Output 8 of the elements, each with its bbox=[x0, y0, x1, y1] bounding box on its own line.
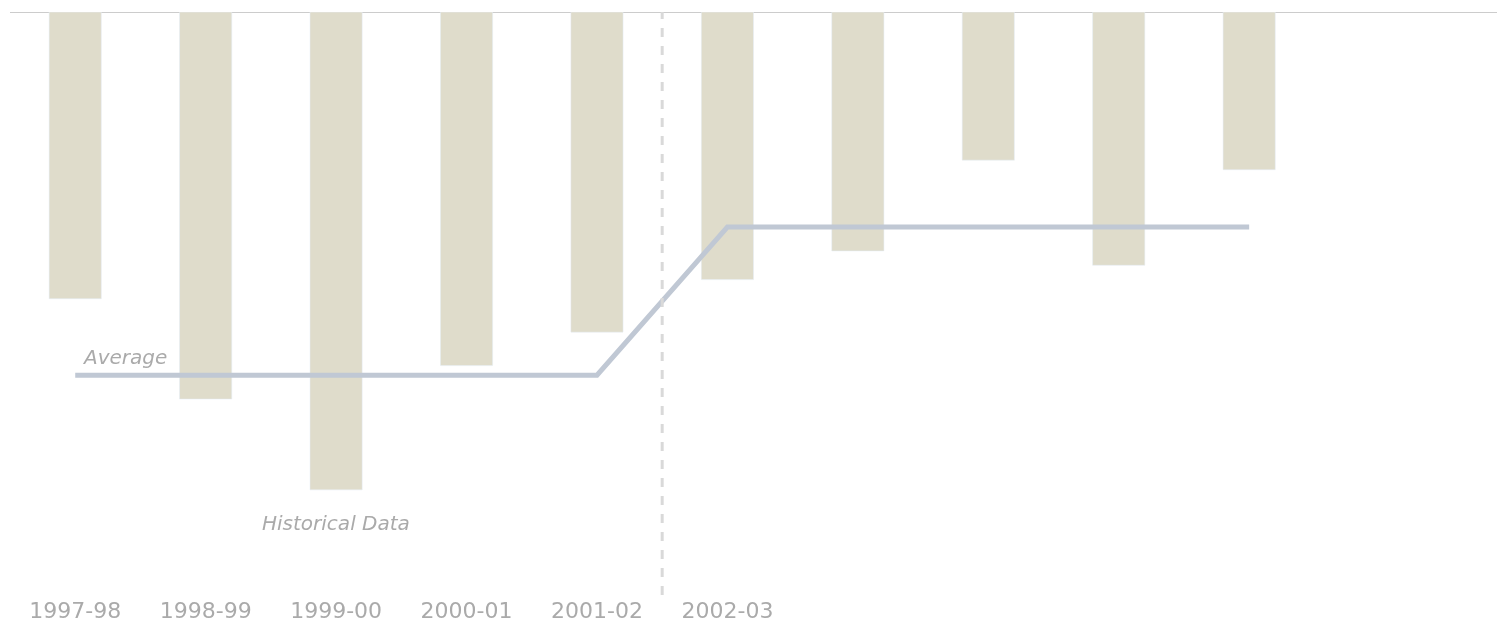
x-tick-label: 1998-99 bbox=[159, 598, 252, 623]
x-tick-label: 1999-00 bbox=[290, 598, 383, 623]
x-tick-label: 2000-01 bbox=[420, 598, 513, 623]
series-label: Average bbox=[82, 345, 168, 369]
x-tick-label: 2002-03 bbox=[681, 598, 774, 623]
x-tick-label: 2001-02 bbox=[551, 598, 643, 623]
x-tick-label: 1997-98 bbox=[29, 598, 122, 623]
text: Historical Data bbox=[262, 511, 410, 535]
